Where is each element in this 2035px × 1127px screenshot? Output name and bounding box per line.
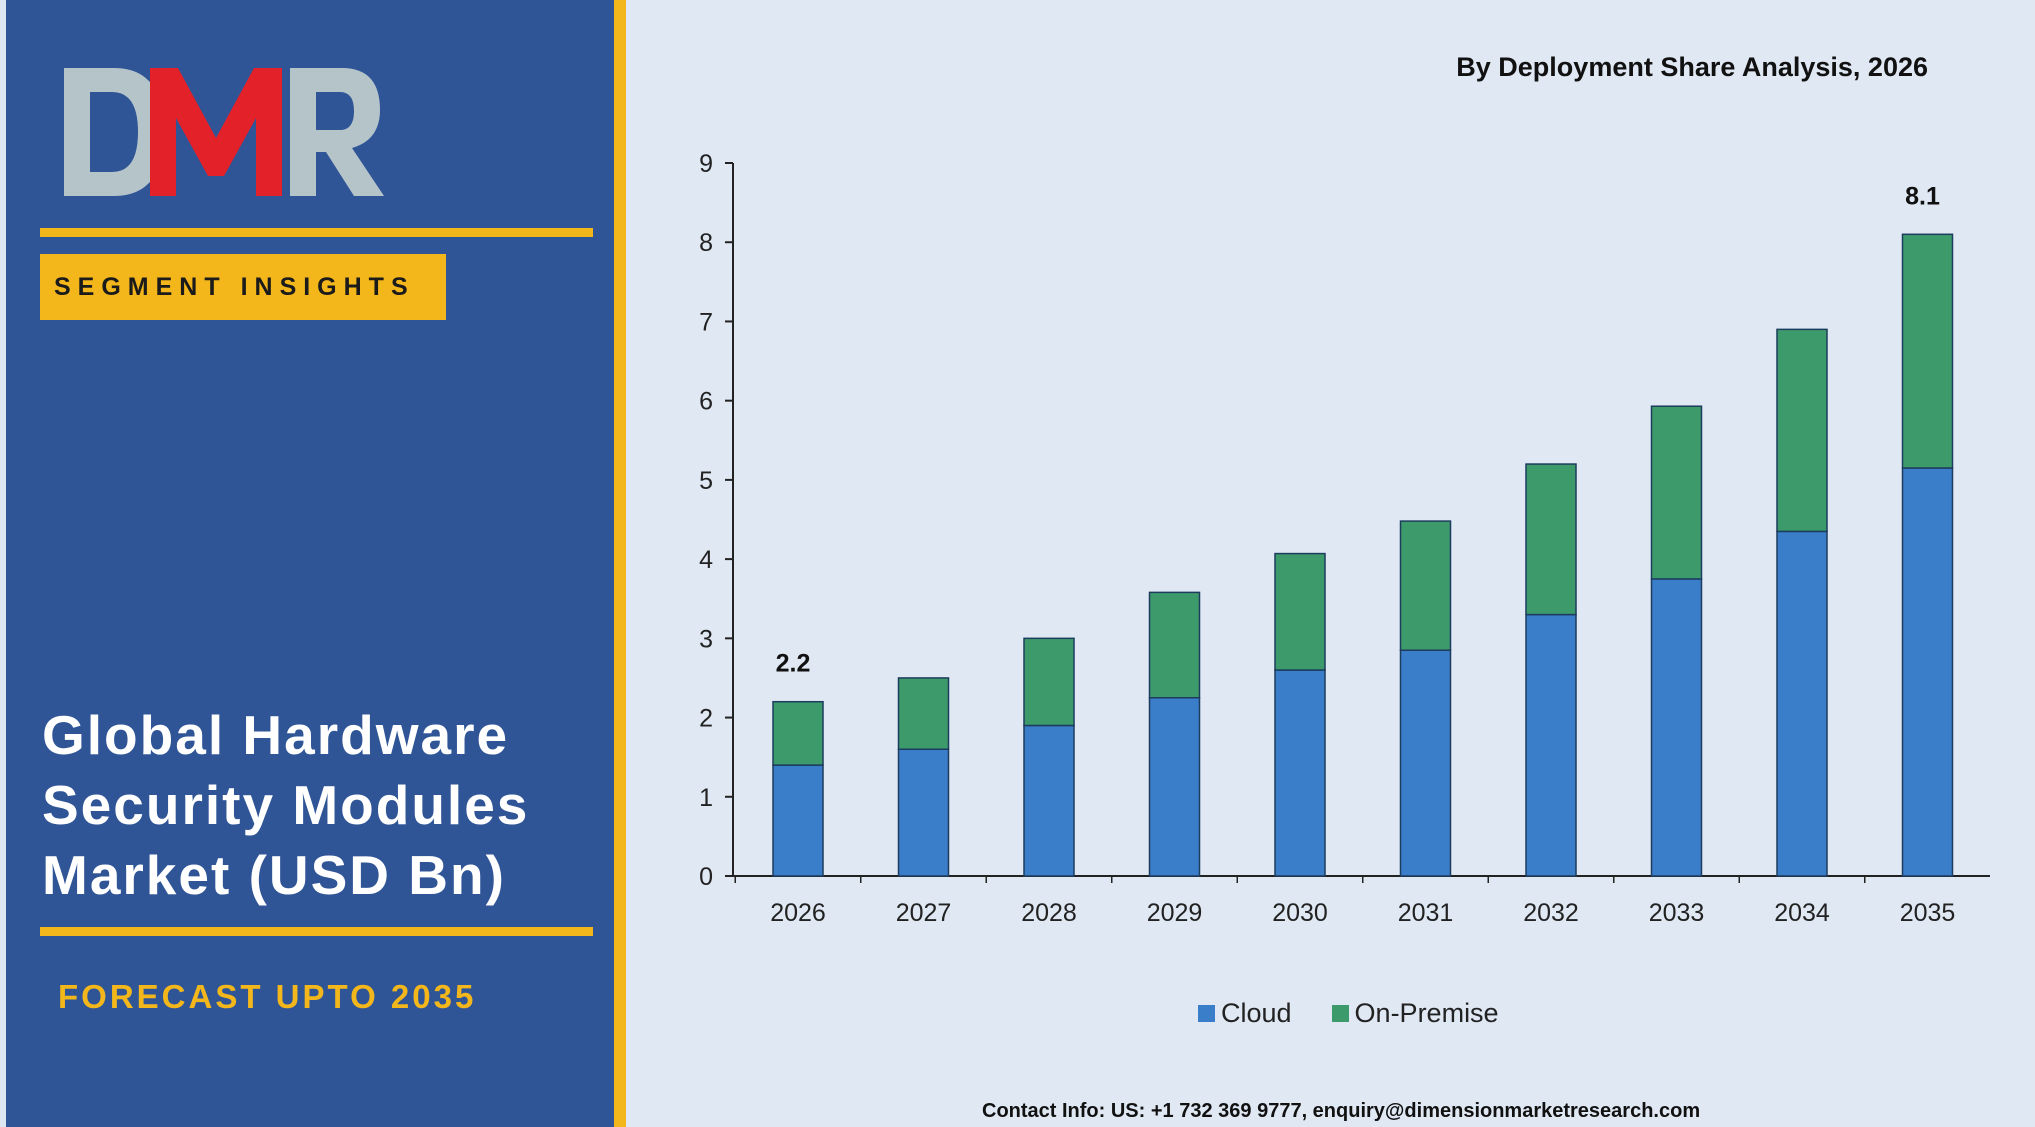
bar-cloud-2031 (1399, 649, 1452, 877)
y-tick-label-5: 5 (699, 467, 713, 495)
x-tick-label-2031: 2031 (1398, 899, 1454, 927)
chart-title: By Deployment Share Analysis, 2026 (1456, 52, 1928, 82)
top-rule (40, 228, 593, 237)
bar-cloud-2035 (1901, 467, 1954, 877)
bar-cloud-2033 (1650, 578, 1703, 877)
bar-on-premise-2032 (1525, 463, 1577, 616)
y-tick-label-0: 0 (699, 863, 713, 891)
market-title-line-1: Global Hardware (42, 704, 510, 766)
legend-item-cloud: Cloud (1198, 998, 1292, 1029)
bar-on-premise-2033 (1650, 405, 1703, 580)
x-tick-label-2029: 2029 (1147, 899, 1203, 927)
forecast-label: FORECAST UPTO 2035 (58, 978, 477, 1015)
legend-label-cloud: Cloud (1221, 998, 1292, 1028)
x-tick-label-2035: 2035 (1900, 899, 1956, 927)
bar-cloud-2028 (1023, 724, 1075, 877)
x-tick-label-2028: 2028 (1021, 899, 1077, 927)
bar-cloud-2034 (1776, 530, 1828, 877)
bar-on-premise-2031 (1399, 520, 1452, 651)
x-tick-label-2027: 2027 (896, 899, 952, 927)
gold-divider (614, 0, 626, 1127)
y-tick-label-9: 9 (699, 150, 713, 178)
bar-on-premise-2028 (1023, 637, 1075, 727)
x-tick-label-2026: 2026 (770, 899, 826, 927)
x-tick-label-2033: 2033 (1649, 899, 1705, 927)
contact-info: Contact Info: US: +1 732 369 9777, enqui… (982, 1100, 1701, 1122)
x-tick-label-2030: 2030 (1272, 899, 1328, 927)
y-tick-label-2: 2 (699, 705, 713, 733)
bar-on-premise-2034 (1776, 328, 1828, 533)
bar-on-premise-2026 (772, 700, 824, 766)
bar-cloud-2032 (1525, 613, 1577, 877)
market-title: Global Hardware Security Modules Market … (42, 700, 602, 910)
bar-on-premise-2035 (1901, 233, 1954, 469)
bar-cloud-2029 (1148, 697, 1201, 877)
legend-item-on-premise: On-Premise (1331, 998, 1499, 1029)
bar-on-premise-2030 (1274, 552, 1326, 671)
chart-legend: Cloud On-Premise (1198, 998, 1499, 1029)
y-tick-label-1: 1 (699, 784, 713, 812)
market-title-line-3: Market (USD Bn) (42, 844, 506, 906)
y-tick-label-6: 6 (699, 388, 713, 416)
legend-swatch-cloud (1198, 1005, 1215, 1022)
left-panel: SEGMENT INSIGHTS Global Hardware Securit… (6, 0, 614, 1127)
dmr-logo (64, 68, 384, 196)
bar-on-premise-2027 (897, 677, 950, 750)
y-tick-label-3: 3 (699, 625, 713, 653)
y-tick-label-8: 8 (699, 229, 713, 257)
legend-swatch-on-premise (1331, 1005, 1349, 1022)
data-label-2035: 8.1 (1905, 182, 1940, 210)
y-tick-label-4: 4 (699, 546, 713, 574)
bar-cloud-2030 (1274, 669, 1326, 877)
bottom-rule (40, 927, 593, 936)
bar-on-premise-2029 (1148, 591, 1201, 699)
legend-label-on-premise: On-Premise (1354, 998, 1499, 1028)
data-label-2026: 2.2 (776, 650, 811, 678)
y-tick-label-7: 7 (699, 308, 713, 336)
segment-insights-badge: SEGMENT INSIGHTS (40, 254, 446, 320)
market-title-line-2: Security Modules (42, 774, 530, 836)
x-tick-label-2034: 2034 (1774, 899, 1830, 927)
bar-cloud-2027 (897, 748, 950, 877)
bar-cloud-2026 (772, 764, 824, 877)
x-tick-label-2032: 2032 (1523, 899, 1579, 927)
